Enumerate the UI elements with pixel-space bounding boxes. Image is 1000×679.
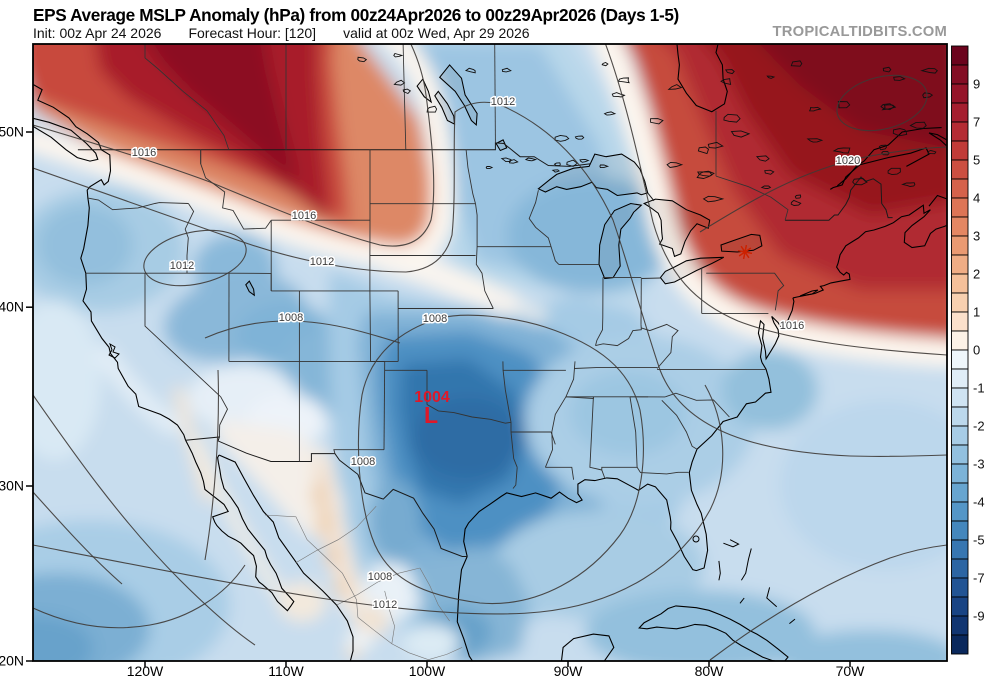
svg-text:120W: 120W bbox=[127, 663, 164, 679]
svg-text:1012: 1012 bbox=[170, 260, 194, 272]
svg-text:1008: 1008 bbox=[368, 571, 392, 583]
svg-text:40N: 40N bbox=[0, 299, 24, 315]
svg-text:2: 2 bbox=[973, 267, 980, 282]
svg-text:-2: -2 bbox=[973, 419, 985, 434]
svg-text:70W: 70W bbox=[836, 663, 866, 679]
svg-text:1004: 1004 bbox=[414, 389, 450, 406]
svg-text:3: 3 bbox=[973, 229, 980, 244]
svg-text:1008: 1008 bbox=[423, 313, 447, 325]
svg-text:50N: 50N bbox=[0, 124, 24, 140]
svg-text:-3: -3 bbox=[973, 457, 985, 472]
svg-text:110W: 110W bbox=[268, 663, 304, 679]
svg-text:1008: 1008 bbox=[351, 456, 375, 468]
svg-text:7: 7 bbox=[973, 115, 980, 130]
svg-text:100W: 100W bbox=[409, 663, 446, 679]
svg-text:1012: 1012 bbox=[310, 256, 334, 268]
svg-text:1008: 1008 bbox=[279, 312, 303, 324]
svg-text:1012: 1012 bbox=[491, 96, 515, 108]
svg-text:-1: -1 bbox=[973, 381, 985, 396]
svg-text:1012: 1012 bbox=[373, 599, 397, 611]
svg-text:80W: 80W bbox=[695, 663, 725, 679]
svg-text:-7: -7 bbox=[973, 571, 985, 586]
svg-text:1020: 1020 bbox=[836, 155, 860, 167]
svg-text:30N: 30N bbox=[0, 478, 24, 494]
svg-text:-4: -4 bbox=[973, 495, 985, 510]
svg-text:1: 1 bbox=[973, 305, 980, 320]
svg-text:20N: 20N bbox=[0, 653, 24, 669]
svg-text:4: 4 bbox=[973, 191, 980, 206]
svg-text:-9: -9 bbox=[973, 609, 985, 624]
svg-text:0: 0 bbox=[973, 343, 980, 358]
svg-text:-5: -5 bbox=[973, 533, 985, 548]
svg-text:1016: 1016 bbox=[132, 147, 156, 159]
svg-text:L: L bbox=[424, 402, 438, 428]
svg-text:1016: 1016 bbox=[292, 210, 316, 222]
svg-text:90W: 90W bbox=[554, 663, 584, 679]
svg-text:9: 9 bbox=[973, 77, 980, 92]
svg-text:1016: 1016 bbox=[780, 320, 804, 332]
svg-text:5: 5 bbox=[973, 153, 980, 168]
